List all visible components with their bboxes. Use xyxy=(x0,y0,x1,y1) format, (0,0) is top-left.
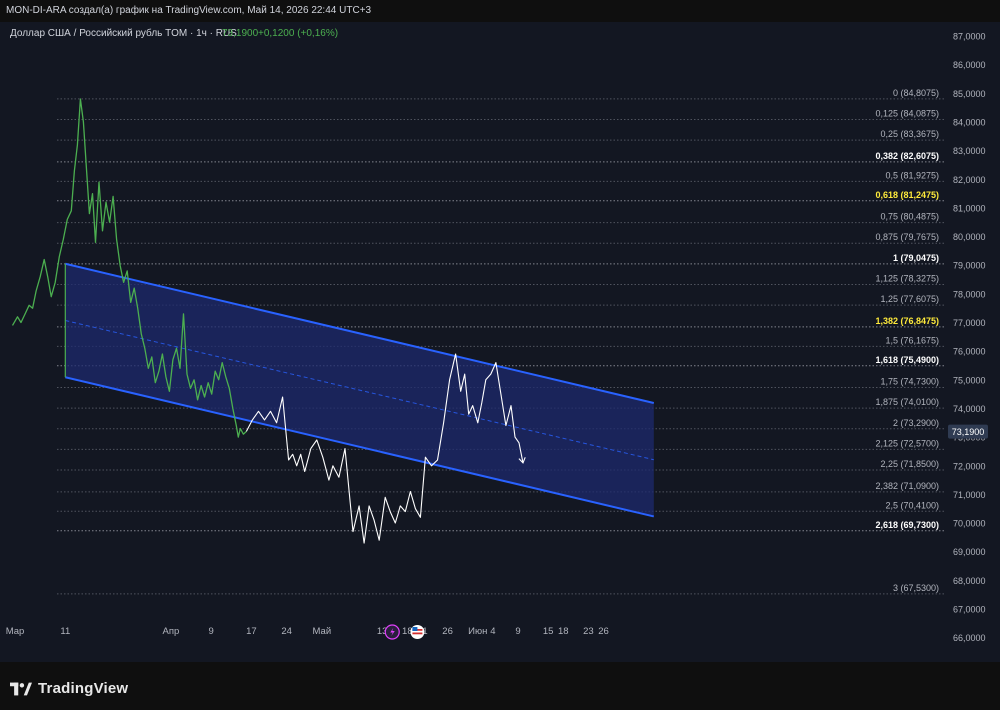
fib-level-label: 1,25 (77,6075) xyxy=(880,294,939,304)
regression-channel-mid-line xyxy=(65,320,654,461)
time-tick-label: 9 xyxy=(515,626,520,637)
time-axis: Мар11Апр91724Май13182126Июн4915182326 xyxy=(6,626,609,637)
price-tick-label: 67,0000 xyxy=(953,605,986,615)
price-tick-label: 87,0000 xyxy=(953,32,986,42)
price-line xyxy=(11,98,247,438)
fib-level-label: 2,5 (70,4100) xyxy=(885,500,939,510)
price-tick-label: 74,0000 xyxy=(953,404,986,414)
fib-level-label: 0,875 (79,7675) xyxy=(875,232,939,242)
time-tick-label: 24 xyxy=(281,626,292,637)
projection-arrowhead-icon xyxy=(518,457,526,464)
price-tick-label: 69,0000 xyxy=(953,547,986,557)
legend-price: 73,1900 xyxy=(222,28,259,39)
time-tick-label: 26 xyxy=(442,626,453,637)
price-tick-label: 66,0000 xyxy=(953,633,986,643)
symbol-name[interactable]: Доллар США / Российский рубль TOM · 1ч ·… xyxy=(10,27,237,39)
time-tick-label: 4 xyxy=(490,626,495,637)
time-tick-label: 17 xyxy=(246,626,257,637)
fib-level-label: 0,25 (83,3675) xyxy=(880,129,939,139)
regression-channel xyxy=(64,262,655,518)
projection-line xyxy=(245,353,524,544)
time-tick-label: Мар xyxy=(6,626,25,637)
footer-bar: TradingView xyxy=(0,662,1000,710)
price-tick-label: 84,0000 xyxy=(953,117,986,127)
time-tick-label: 13 xyxy=(377,626,388,637)
price-tick-label: 80,0000 xyxy=(953,232,986,242)
fib-level-label: 0,382 (82,6075) xyxy=(875,151,939,161)
fib-level-label: 2,25 (71,8500) xyxy=(880,459,939,469)
tradingview-logo-text: TradingView xyxy=(38,680,129,697)
fib-level-label: 2,382 (71,0900) xyxy=(875,481,939,491)
time-tick-label: 15 xyxy=(543,626,554,637)
time-tick-label: 23 xyxy=(583,626,594,637)
time-tick-label: 11 xyxy=(60,626,70,637)
time-tick-label: 26 xyxy=(598,626,609,637)
price-tick-label: 78,0000 xyxy=(953,289,986,299)
price-tick-label: 71,0000 xyxy=(953,490,986,500)
price-tick-label: 68,0000 xyxy=(953,576,986,586)
price-tick-label: 75,0000 xyxy=(953,375,986,385)
tradingview-logo[interactable]: TradingView xyxy=(10,680,128,697)
price-tick-label: 83,0000 xyxy=(953,146,986,156)
fib-retracement-labels: 0 (84,8075) 0,125 (84,0875) 0,25 (83,3675)… xyxy=(875,88,939,593)
us-flag-stripe xyxy=(412,632,423,635)
fib-level-label: 2,618 (69,7300) xyxy=(875,520,939,530)
time-tick-label: 9 xyxy=(209,626,214,637)
fib-level-label: 2,125 (72,5700) xyxy=(875,438,939,448)
fib-level-label: 0,125 (84,0875) xyxy=(875,108,939,118)
fib-level-label: 1,5 (76,1675) xyxy=(885,335,939,345)
fib-level-label: 1,875 (74,0100) xyxy=(875,397,939,407)
symbol-legend: Доллар США / Российский рубль TOM · 1ч ·… xyxy=(10,27,338,39)
event-markers xyxy=(384,624,425,640)
fib-level-label: 0,5 (81,9275) xyxy=(885,170,939,180)
price-tick-label: 82,0000 xyxy=(953,175,986,185)
price-tick-label: 86,0000 xyxy=(953,60,986,70)
tradingview-logo-icon xyxy=(10,682,32,695)
last-price-group: 73,1900 xyxy=(948,424,988,439)
time-tick-label: Апр xyxy=(163,626,180,637)
fib-level-label: 1,125 (78,3275) xyxy=(875,273,939,283)
fib-level-label: 0 (84,8075) xyxy=(893,88,939,98)
price-tick-label: 72,0000 xyxy=(953,461,986,471)
price-chart[interactable]: 0 (84,8075) 0,125 (84,0875) 0,25 (83,3675)… xyxy=(0,22,1000,662)
time-tick-label: Июн xyxy=(468,626,487,637)
fib-level-label: 1,382 (76,8475) xyxy=(875,316,939,326)
price-axis: 87,0000 86,0000 85,0000 84,0000 83,0000 82,00… xyxy=(953,32,986,644)
price-tick-label: 76,0000 xyxy=(953,347,986,357)
price-tick-label: 81,0000 xyxy=(953,203,986,213)
price-tick-label: 77,0000 xyxy=(953,318,986,328)
fib-level-label: 0,75 (80,4875) xyxy=(880,212,939,222)
lightning-bolt-shape xyxy=(390,628,395,636)
price-tick-label: 85,0000 xyxy=(953,89,986,99)
regression-channel-upper-line xyxy=(65,262,655,404)
price-tick-label: 70,0000 xyxy=(953,519,986,529)
price-series-group xyxy=(11,98,526,544)
time-tick-label: Май xyxy=(313,626,332,637)
last-price-badge xyxy=(948,424,988,439)
time-tick-label: 18 xyxy=(558,626,569,637)
fib-level-label: 3 (67,5300) xyxy=(893,583,939,593)
fib-level-label: 1,618 (75,4900) xyxy=(875,355,939,365)
fib-level-label: 1 (79,0475) xyxy=(893,253,939,263)
us-flag-canton xyxy=(412,627,418,631)
legend-change: +0,1200 (+0,16%) xyxy=(258,28,338,39)
regression-channel-lower-line xyxy=(65,376,655,518)
chart-area[interactable]: 0 (84,8075) 0,125 (84,0875) 0,25 (83,3675)… xyxy=(0,22,1000,662)
time-tick-label: 18 xyxy=(402,626,413,637)
fib-level-label: 2 (73,2900) xyxy=(893,418,939,428)
fib-level-label: 1,75 (74,7300) xyxy=(880,377,939,387)
header-bar: MON-DI-ARA создал(а) график на TradingVi… xyxy=(0,0,1000,22)
fib-level-label: 0,618 (81,2475) xyxy=(875,190,939,200)
price-tick-label: 79,0000 xyxy=(953,261,986,271)
last-price-label: 73,1900 xyxy=(952,427,985,437)
chart-author-title: MON-DI-ARA создал(а) график на TradingVi… xyxy=(6,5,372,16)
